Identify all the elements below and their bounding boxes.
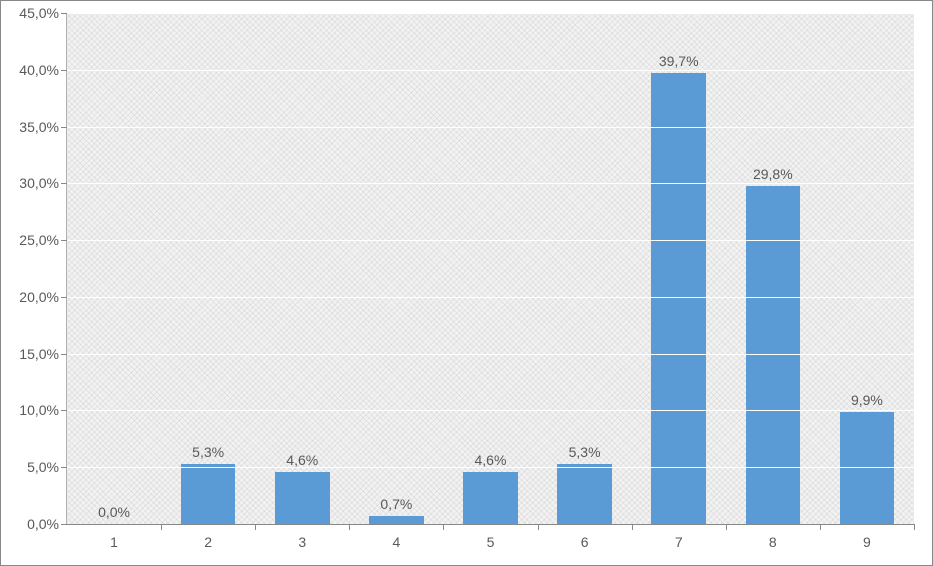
y-tick-label: 20,0% xyxy=(19,289,67,305)
x-tick-mark xyxy=(349,524,350,530)
bar-slot: 5,3% xyxy=(161,13,255,524)
gridline xyxy=(67,13,914,14)
y-tick-mark xyxy=(61,297,67,298)
y-tick-mark xyxy=(61,70,67,71)
plot-area: 0,0% 5,3% 4,6% 0,7% 4,6% 5,3% 39,7% 29,8% 9,9% 0… xyxy=(66,13,914,525)
bar-slot: 5,3% xyxy=(538,13,632,524)
bar-slot: 9,9% xyxy=(820,13,914,524)
x-tick-label: 4 xyxy=(392,534,400,550)
x-tick-mark xyxy=(820,524,821,530)
y-tick-mark xyxy=(61,467,67,468)
x-tick-label: 3 xyxy=(298,534,306,550)
y-tick-label: 25,0% xyxy=(19,232,67,248)
y-tick-label: 40,0% xyxy=(19,62,67,78)
bar-value-label: 5,3% xyxy=(192,444,224,460)
x-tick-mark xyxy=(914,524,915,530)
x-tick-mark xyxy=(255,524,256,530)
gridline xyxy=(67,70,914,71)
bar-value-label: 0,0% xyxy=(98,504,130,520)
bar-slot: 29,8% xyxy=(726,13,820,524)
x-tick-label: 2 xyxy=(204,534,212,550)
gridline xyxy=(67,240,914,241)
y-tick-mark xyxy=(61,13,67,14)
gridline xyxy=(67,297,914,298)
bar: 39,7% xyxy=(651,73,706,524)
bar: 5,3% xyxy=(181,464,236,524)
y-tick-mark xyxy=(61,354,67,355)
bar-slot: 4,6% xyxy=(443,13,537,524)
y-tick-label: 35,0% xyxy=(19,119,67,135)
y-tick-mark xyxy=(61,240,67,241)
bar-slot: 0,7% xyxy=(349,13,443,524)
bar: 5,3% xyxy=(557,464,612,524)
bar-slot: 4,6% xyxy=(255,13,349,524)
gridline xyxy=(67,410,914,411)
bar-value-label: 39,7% xyxy=(659,53,699,69)
y-tick-mark xyxy=(61,127,67,128)
gridline xyxy=(67,127,914,128)
gridline xyxy=(67,467,914,468)
x-tick-label: 5 xyxy=(487,534,495,550)
y-tick-mark xyxy=(61,183,67,184)
bar: 4,6% xyxy=(275,472,330,524)
x-tick-mark xyxy=(632,524,633,530)
y-tick-mark xyxy=(61,524,67,525)
bar-value-label: 29,8% xyxy=(753,166,793,182)
y-tick-label: 10,0% xyxy=(19,402,67,418)
bar: 4,6% xyxy=(463,472,518,524)
x-tick-mark xyxy=(538,524,539,530)
x-tick-mark xyxy=(161,524,162,530)
bar: 29,8% xyxy=(746,186,801,524)
chart-frame: 0,0% 5,3% 4,6% 0,7% 4,6% 5,3% 39,7% 29,8% 9,9% 0… xyxy=(0,0,933,566)
x-tick-label: 6 xyxy=(581,534,589,550)
y-tick-mark xyxy=(61,410,67,411)
bar-slot: 39,7% xyxy=(632,13,726,524)
bar: 0,7% xyxy=(369,516,424,524)
y-tick-label: 15,0% xyxy=(19,346,67,362)
bar-value-label: 4,6% xyxy=(475,452,507,468)
x-tick-mark xyxy=(443,524,444,530)
gridline xyxy=(67,354,914,355)
bar-value-label: 9,9% xyxy=(851,392,883,408)
y-tick-label: 45,0% xyxy=(19,5,67,21)
gridline xyxy=(67,183,914,184)
x-tick-label: 7 xyxy=(675,534,683,550)
bar-value-label: 4,6% xyxy=(286,452,318,468)
x-tick-mark xyxy=(726,524,727,530)
bar-value-label: 0,7% xyxy=(380,496,412,512)
y-tick-label: 30,0% xyxy=(19,175,67,191)
bars-layer: 0,0% 5,3% 4,6% 0,7% 4,6% 5,3% 39,7% 29,8% 9,9% xyxy=(67,13,914,524)
bar-slot: 0,0% xyxy=(67,13,161,524)
x-tick-label: 8 xyxy=(769,534,777,550)
x-tick-label: 9 xyxy=(863,534,871,550)
x-tick-label: 1 xyxy=(110,534,118,550)
bar-value-label: 5,3% xyxy=(569,444,601,460)
